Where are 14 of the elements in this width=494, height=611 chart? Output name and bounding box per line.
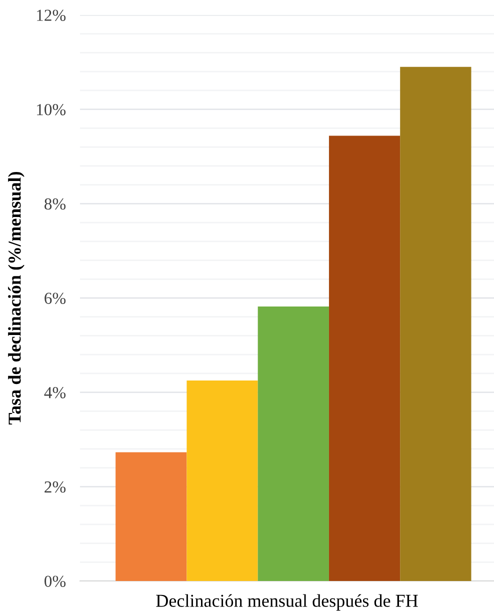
x-axis-title: Declinación mensual después de FH [156,594,418,611]
y-tick-label: 10% [37,104,66,116]
bar [328,136,400,581]
y-tick-label: 8% [44,198,66,210]
bar [186,380,258,581]
y-tick-label: 12% [37,10,66,21]
bar [400,66,472,581]
y-tick-label: 0% [44,576,66,587]
y-tick-label: 2% [44,481,66,493]
bar [116,452,187,581]
y-axis-title: Tasa de declinación (%/mensual) [8,172,24,425]
y-tick-label: 4% [44,387,66,398]
y-tick-label: 6% [44,292,66,304]
bar [258,306,329,581]
